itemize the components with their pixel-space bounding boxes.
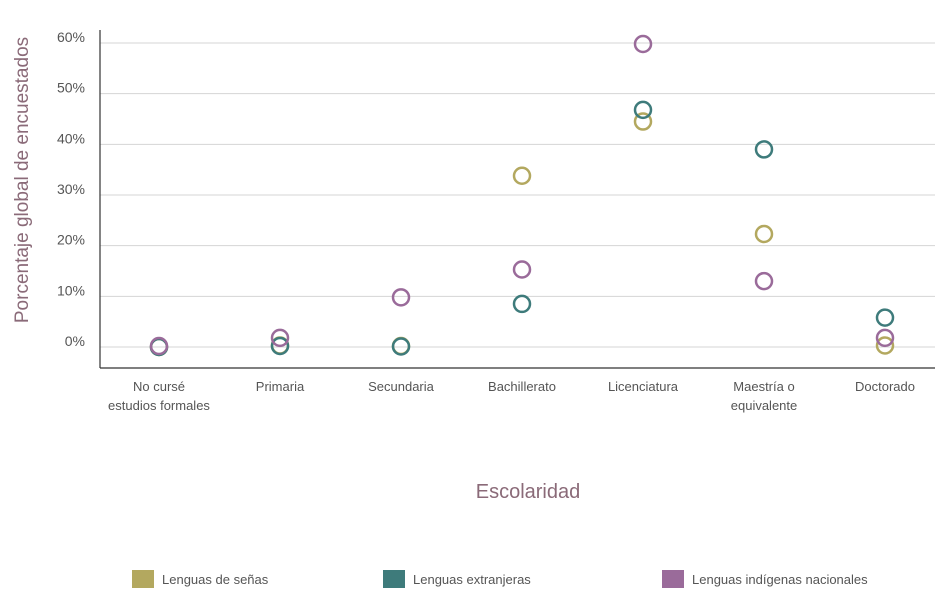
- y-tick-labels: 0% 10% 20% 30% 40% 50% 60%: [57, 29, 85, 349]
- data-point: [270, 336, 290, 356]
- data-point: [875, 328, 895, 348]
- x-tick-label: Maestría o equivalente: [731, 379, 798, 413]
- x-tick-labels: No cursé estudios formales Primaria Secunda…: [108, 379, 915, 413]
- data-point: [270, 328, 290, 348]
- y-tick-label: 60%: [57, 29, 85, 45]
- x-tick-label: No cursé estudios formales: [108, 379, 210, 413]
- data-point: [875, 308, 895, 327]
- data-point: [512, 166, 532, 185]
- legend-label: Lenguas extranjeras: [413, 571, 531, 587]
- y-tick-label: 40%: [57, 130, 85, 146]
- data-point: [754, 224, 774, 244]
- legend-swatch: [383, 570, 405, 588]
- y-tick-label: 50%: [57, 80, 85, 96]
- data-point: [512, 260, 532, 279]
- y-axis-title: Porcentaje global de encuestados: [12, 37, 33, 323]
- y-tick-label: 30%: [57, 181, 85, 197]
- data-point: [512, 294, 532, 314]
- legend-swatch: [662, 570, 684, 588]
- data-point: [633, 34, 653, 54]
- data-point: [875, 336, 895, 355]
- y-tick-label: 0%: [65, 333, 85, 349]
- scatter-chart: 0% 10% 20% 30% 40% 50% 60% No cursé estudios fo…: [12, 29, 935, 503]
- legend: Lenguas de señas Lenguas extranjeras Lengu…: [0, 570, 935, 592]
- data-points: [149, 34, 895, 357]
- y-tick-label: 20%: [57, 232, 85, 248]
- x-tick-label: Doctorado: [855, 379, 915, 394]
- axes: [99, 30, 935, 369]
- data-point: [754, 271, 774, 291]
- x-tick-label: Licenciatura: [608, 379, 679, 394]
- data-point: [391, 288, 411, 307]
- data-point: [633, 112, 653, 131]
- y-tick-label: 10%: [57, 282, 85, 298]
- data-point: [149, 336, 169, 356]
- x-tick-label: Primaria: [256, 379, 305, 394]
- legend-label: Lenguas de señas: [162, 571, 269, 587]
- grid: [100, 42, 935, 348]
- data-point: [633, 100, 653, 120]
- data-point: [754, 140, 774, 159]
- legend-item: Lenguas de señas: [132, 570, 268, 588]
- legend-label: Lenguas indígenas nacionales: [692, 571, 868, 587]
- x-tick-label: Secundaria: [368, 379, 435, 394]
- legend-item: Lenguas extranjeras: [383, 570, 531, 588]
- x-axis-title: Escolaridad: [476, 481, 581, 503]
- legend-item: Lenguas indígenas nacionales: [662, 570, 868, 588]
- legend-swatch: [132, 570, 154, 588]
- data-point: [391, 337, 411, 356]
- x-tick-label: Bachillerato: [488, 379, 556, 394]
